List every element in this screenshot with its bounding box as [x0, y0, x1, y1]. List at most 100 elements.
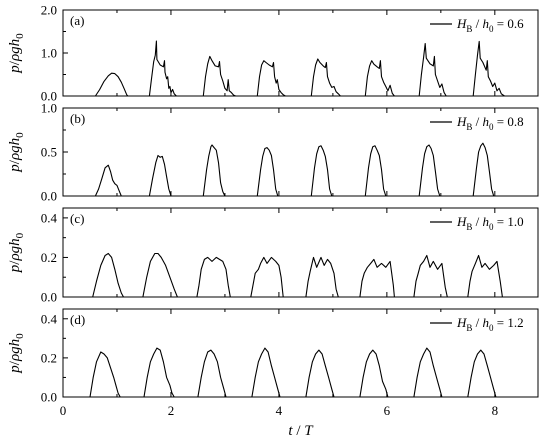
legend-text-part: h	[483, 114, 490, 129]
panel-frame	[62, 207, 539, 298]
pressure-pulse-3	[202, 144, 226, 197]
legend-text-part: B	[466, 122, 472, 132]
legend-text-part: H	[456, 114, 467, 129]
pressure-pulse-4	[256, 60, 286, 97]
pressure-pulse-1	[94, 164, 122, 197]
panel-label: (d)	[70, 312, 85, 327]
legend-text: HB / h0 = 0.6	[456, 16, 524, 34]
x-tick-label: 0	[60, 403, 67, 418]
y-tick-label: 0.0	[41, 290, 57, 305]
y-tick-label: 0.5	[41, 145, 57, 160]
legend-text-part: H	[456, 315, 467, 330]
x-axis-title-part: T	[304, 423, 314, 439]
x-tick-label: 2	[168, 403, 175, 418]
pressure-pulse-5	[310, 58, 341, 97]
y-tick-label: 0.0	[41, 189, 57, 204]
y-axis-title: p/ρgh0	[7, 33, 26, 74]
x-axis-title: t / T	[288, 423, 314, 439]
x-tick-label: 6	[384, 403, 391, 418]
x-tick-label: 8	[492, 403, 499, 418]
y-axis-title-part: p	[7, 65, 23, 74]
y-axis-title-part: p	[7, 264, 23, 273]
pressure-pulse-2	[148, 40, 177, 97]
legend-text-part: /	[472, 16, 482, 31]
y-axis-title: p/ρgh0	[7, 333, 26, 374]
legend-text: HB / h0 = 0.8	[456, 114, 524, 132]
panel-a: 0.01.02.0(a) HB / h0 = 0.6p/ρgh0	[7, 3, 539, 104]
pressure-pulse-3	[196, 256, 231, 298]
legend-text-part: H	[456, 16, 467, 31]
pressure-pulse-5	[310, 145, 333, 197]
legend-text-part: = 0.6	[494, 16, 525, 31]
y-axis-title-part: ρgh	[7, 39, 23, 62]
y-axis-title-part: 0	[14, 132, 26, 138]
y-axis-title-part: /	[7, 60, 23, 65]
legend-text-part: B	[466, 222, 472, 232]
panel-label: (b)	[70, 111, 85, 126]
y-axis-title: p/ρgh0	[7, 132, 26, 173]
y-axis-title: p/ρgh0	[7, 232, 26, 273]
pressure-pulse-1	[89, 351, 121, 398]
legend-text-part: B	[466, 323, 472, 333]
y-axis-title-part: ρgh	[7, 238, 23, 261]
pressure-pulse-8	[467, 254, 503, 298]
pressure-pulse-7	[413, 254, 448, 298]
legend-text-part: h	[483, 16, 490, 31]
pressure-pulse-5	[305, 349, 335, 398]
y-tick-label: 0.4	[41, 210, 58, 225]
pressure-pulse-8	[467, 349, 497, 398]
y-axis-title-part: 0	[14, 232, 26, 238]
pressure-pulse-3	[197, 349, 227, 398]
pressure-pulse-7	[413, 347, 443, 398]
pressure-pulse-1	[92, 252, 124, 298]
pressure-pulse-6	[359, 349, 389, 398]
y-tick-label: 2.0	[41, 3, 57, 18]
legend-text-part: /	[472, 114, 482, 129]
y-axis-title-part: /	[7, 260, 23, 265]
y-axis-title-part: 0	[14, 333, 26, 339]
legend-text-part: = 1.0	[494, 214, 524, 229]
y-tick-label: 0.4	[41, 311, 58, 326]
legend-text-part: h	[483, 315, 490, 330]
pressure-pulse-4	[251, 347, 281, 398]
panel-frame	[62, 9, 539, 97]
pressure-pulse-7	[418, 42, 447, 97]
y-tick-label: 0.0	[41, 390, 57, 405]
legend-text-part: 0	[489, 222, 494, 232]
legend-text-part: /	[472, 315, 482, 330]
pressure-pulse-3	[202, 55, 236, 97]
pressure-pulse-4	[256, 147, 279, 197]
y-axis-title-part: /	[7, 360, 23, 365]
pressure-pulse-6	[359, 258, 395, 298]
y-axis-title-part: /	[7, 159, 23, 164]
x-axis-title-part: /	[293, 423, 305, 439]
pressure-pulse-1	[94, 72, 129, 97]
pressure-pulse-5	[305, 256, 339, 298]
pressure-pulse-6	[364, 60, 395, 97]
pressure-pulse-4	[250, 256, 284, 298]
legend-text-part: = 1.2	[494, 315, 524, 330]
x-axis-title-part: t	[288, 423, 293, 439]
panel-frame	[62, 308, 539, 398]
panel-b: 0.00.51.0(b) HB / h0 = 0.8p/ρgh0	[7, 101, 539, 204]
panel-c: 0.00.20.4 (c) HB / h0 = 1.0p/ρgh0	[7, 207, 539, 305]
panel-label: (a)	[70, 13, 84, 28]
y-axis-title-part: 0	[14, 33, 26, 39]
y-tick-label: 0.2	[41, 350, 57, 365]
y-tick-label: 0.2	[41, 250, 57, 265]
panel-d: 0.00.20.4 (d) HB / h0 = 1.2p/ρgh0	[7, 308, 539, 405]
panel-label: (c)	[70, 211, 84, 226]
pressure-pulse-8	[472, 142, 495, 197]
y-tick-label: 1.0	[41, 46, 57, 61]
pressure-pulse-2	[142, 252, 178, 298]
legend-text: HB / h0 = 1.2	[456, 315, 524, 333]
legend-text-part: = 0.8	[494, 114, 524, 129]
legend-text-part: 0	[489, 24, 494, 34]
y-axis-title-part: p	[7, 365, 23, 374]
y-axis-title-part: p	[7, 164, 23, 173]
pressure-pulse-7	[418, 144, 441, 197]
legend-text-part: B	[466, 24, 472, 34]
legend-text-part: 0	[489, 122, 494, 132]
